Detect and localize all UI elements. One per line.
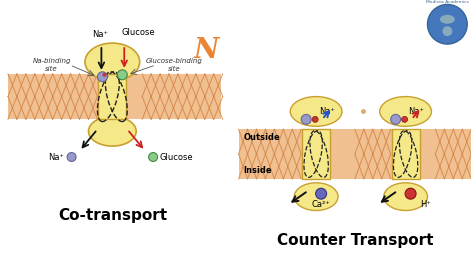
Ellipse shape [102, 73, 106, 77]
Bar [302, 129, 330, 179]
Circle shape [428, 5, 467, 44]
Text: Counter Transport: Counter Transport [277, 233, 433, 248]
Text: Medicos Academics: Medicos Academics [426, 1, 469, 5]
Bar [392, 129, 419, 179]
Text: H⁺: H⁺ [420, 200, 431, 209]
Text: Glucose: Glucose [159, 152, 193, 161]
Text: Co-transport: Co-transport [58, 208, 167, 223]
Bar [8, 74, 221, 97]
Bar [8, 97, 221, 119]
Text: Outside: Outside [244, 133, 280, 142]
Text: Na⁺: Na⁺ [319, 107, 335, 116]
Ellipse shape [149, 153, 157, 161]
Ellipse shape [290, 97, 342, 126]
Text: Glucose: Glucose [121, 28, 155, 37]
Ellipse shape [294, 183, 338, 210]
Ellipse shape [440, 15, 455, 24]
Ellipse shape [85, 43, 140, 81]
Ellipse shape [384, 183, 428, 210]
Ellipse shape [405, 188, 416, 199]
Ellipse shape [380, 97, 431, 126]
Text: Na⁺: Na⁺ [92, 30, 109, 39]
Bar [99, 74, 126, 119]
Ellipse shape [89, 117, 136, 146]
Text: N: N [194, 36, 219, 64]
Ellipse shape [442, 26, 452, 36]
Text: Ca²⁺: Ca²⁺ [312, 200, 330, 209]
Ellipse shape [117, 70, 127, 80]
Text: Glucose-binding
site: Glucose-binding site [146, 58, 202, 72]
Bar [238, 129, 471, 154]
Ellipse shape [391, 114, 401, 124]
Text: Na⁺: Na⁺ [47, 152, 64, 161]
Bar [238, 154, 471, 179]
Ellipse shape [401, 117, 408, 122]
Ellipse shape [98, 72, 108, 82]
Text: Na⁺: Na⁺ [409, 107, 425, 116]
Ellipse shape [301, 114, 311, 124]
Ellipse shape [67, 153, 76, 161]
Bar [91, 74, 134, 119]
Ellipse shape [312, 117, 318, 122]
Ellipse shape [316, 188, 327, 199]
Text: Inside: Inside [244, 167, 272, 175]
Text: Na-binding
site: Na-binding site [32, 58, 71, 72]
